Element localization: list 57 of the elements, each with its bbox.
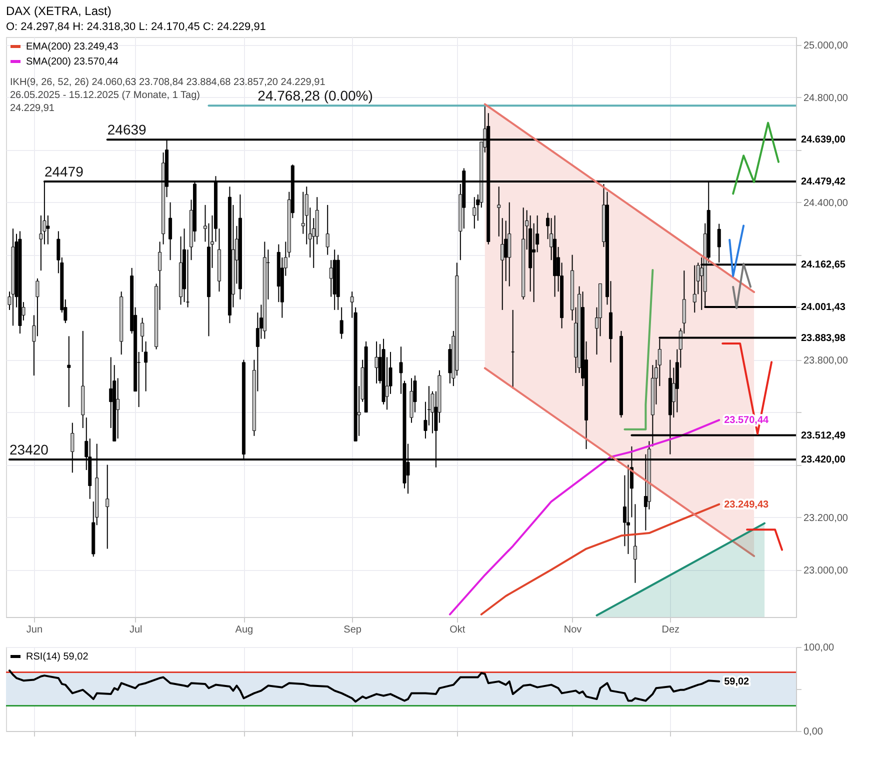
annotation: 24639: [107, 122, 147, 138]
data-label: 23.420,00: [801, 454, 846, 466]
y-tick-label: 23.200,00: [804, 512, 848, 524]
candlestick: [67, 336, 71, 408]
candlestick: [326, 204, 330, 256]
x-tick-label: Jun: [26, 624, 43, 636]
candlestick: [472, 196, 476, 230]
x-tick-label: Sep: [344, 624, 362, 636]
candlestick: [329, 260, 333, 298]
line-series: [8, 670, 720, 703]
candlestick: [168, 202, 172, 261]
annotation: 24.229,91: [10, 103, 55, 114]
candlestick: [633, 504, 637, 584]
line-series: [732, 122, 780, 195]
x-tick-label: Jul: [129, 624, 142, 636]
data-label: 23.249,43: [724, 499, 770, 510]
annotation: 23420: [9, 442, 49, 458]
x-tick-label: Nov: [564, 624, 582, 636]
annotation: 24.768,28 (0.00%): [258, 88, 373, 104]
annotation: IKH(9, 26, 52, 26) 24.060,63 23.708,84 23.884,68 23.857,20 24.229,91: [10, 77, 326, 88]
y-tick-label: 23.800,00: [804, 355, 848, 366]
annotation: 26.05.2025 - 15.12.2025 (7 Monate, 1 Tag): [10, 90, 200, 101]
line-series: [480, 503, 720, 616]
chart-title: DAX (XETRA, Last): [6, 4, 112, 18]
candlestick: [340, 306, 344, 340]
y-tick-label: 0,00: [804, 726, 824, 738]
data-label: 23.512,49: [801, 430, 846, 442]
candlestick: [46, 214, 50, 245]
legend-label: EMA(200) 23.249,43: [26, 42, 119, 52]
candlestick: [374, 340, 378, 384]
candlestick: [511, 309, 515, 390]
data-label: 23.883,98: [801, 332, 846, 344]
candlestick: [692, 264, 696, 314]
chart-subtitle: O: 24.297,84 H: 24.318,30 L: 24.170,45 C: 24.229,91: [6, 21, 266, 33]
x-tick-label: Dez: [662, 624, 680, 636]
legend-label: SMA(200) 23.570,44: [26, 56, 119, 68]
candlestick: [500, 218, 504, 310]
y-tick-label: 100,00: [804, 642, 835, 654]
annotation: 24479: [44, 163, 84, 180]
y-tick-label: 25.000,00: [804, 40, 848, 52]
candlestick: [116, 378, 120, 440]
candlestick: [106, 464, 110, 550]
data-label: 24.162,65: [801, 260, 846, 271]
data-label: 24.639,00: [801, 134, 846, 146]
y-tick-label: 24.400,00: [804, 198, 848, 209]
data-label: 24.001,43: [801, 302, 846, 313]
candlestick: [497, 186, 501, 237]
line-series: [448, 419, 720, 616]
legend-label: RSI(14) 59,02: [26, 652, 89, 662]
data-label: 59,02: [724, 676, 750, 688]
y-tick-label: 23.000,00: [804, 565, 848, 576]
candlestick: [508, 202, 512, 287]
y-tick-label: 24.800,00: [804, 92, 848, 104]
candlestick: [626, 464, 630, 555]
data-label: 24.479,42: [801, 176, 846, 188]
x-tick-label: Okt: [450, 624, 466, 636]
x-tick-label: Aug: [235, 624, 254, 636]
